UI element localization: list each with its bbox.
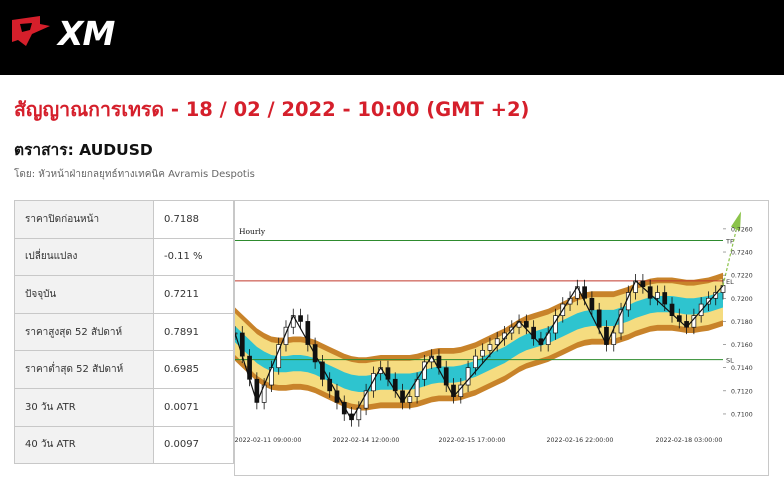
candle-body (618, 309, 624, 334)
stat-label: ราคาปิดก่อนหน้า (14, 200, 154, 239)
page-title: สัญญาณการเทรด - 18 / 02 / 2022 - 10:00 (… (14, 98, 530, 121)
candle-body (480, 349, 485, 357)
stat-label: 40 วัน ATR (14, 425, 154, 465)
candle-body (436, 355, 442, 369)
candle-body (582, 286, 587, 299)
x-tick-label: 2022-02-11 09:00:00 (235, 437, 301, 444)
stat-value: 0.0071 (153, 387, 234, 427)
stat-value: 0.7211 (153, 275, 234, 314)
y-tick-label: 0.7140 (731, 365, 753, 372)
candle-body (487, 344, 493, 351)
candle-body (305, 321, 311, 345)
stat-value: 0.0097 (153, 425, 234, 465)
y-tick-label: 0.7160 (731, 342, 753, 349)
candle-body (473, 355, 478, 369)
stat-label: เปลี่ยนแปลง (14, 237, 154, 277)
y-tick-label: 0.7200 (731, 296, 753, 303)
stats-row: ปัจจุบัน 0.7211 (14, 275, 234, 314)
stat-value: 0.7891 (153, 312, 234, 352)
zigzag-line (235, 279, 724, 421)
stats-row: เปลี่ยนแปลง -0.11 % (14, 237, 234, 277)
candle-body (298, 315, 303, 322)
stats-row: ราคาปิดก่อนหน้า 0.7188 (14, 200, 234, 239)
stat-label: ราคาต่ำสุด 52 สัปดาห์ (14, 350, 154, 389)
stats-row: 40 วัน ATR 0.0097 (14, 425, 234, 465)
logo-text: XM (58, 14, 115, 53)
level-label-tp: TP (725, 237, 734, 245)
x-tick-label: 2022-02-15 17:00:00 (439, 437, 506, 444)
header: XM (0, 0, 784, 75)
xm-logo[interactable]: XM (10, 12, 130, 53)
stat-label: ราคาสูงสุด 52 สัปดาห์ (14, 312, 154, 352)
price-chart: TP EL SL Hourly 0.7260 0.7240 0.7220 0.7200 0.71… (234, 200, 769, 476)
x-tick-label: 2022-02-14 12:00:00 (333, 437, 400, 444)
candle-body (283, 326, 289, 345)
candle-body (596, 309, 602, 328)
candle-body (371, 373, 376, 392)
candle-body (531, 326, 536, 340)
candle-body (669, 303, 675, 316)
x-tick-label: 2022-02-18 03:00:00 (656, 437, 723, 444)
instrument-label: ตราสาร: AUDUSD (14, 141, 153, 159)
chart-title: Hourly (239, 227, 266, 236)
candle-body (662, 292, 668, 305)
projection-arrow-icon (731, 211, 741, 232)
stats-table: ราคาปิดก่อนหน้า 0.7188 เปลี่ยนแปลง -0.11 % ป… (14, 200, 234, 465)
candle-body (611, 332, 617, 345)
chart-svg: TP EL SL Hourly 0.7260 0.7240 0.7220 0.7200 0.71… (235, 211, 753, 444)
author-line: โดย: หัวหน้าฝ่ายกลยุทธ์ทางเทคนิค Avramis… (14, 169, 255, 180)
candle-body (465, 367, 471, 386)
xm-logo-mark-icon (12, 16, 50, 46)
level-label-sl: SL (726, 357, 734, 365)
y-tick-label: 0.7180 (731, 319, 753, 326)
y-tick-label: 0.7100 (731, 411, 753, 418)
candle-body (356, 407, 362, 421)
stat-label: ปัจจุบัน (14, 275, 154, 314)
candle-body (312, 344, 318, 363)
candle-body (706, 297, 711, 305)
y-tick-label: 0.7120 (731, 388, 753, 395)
stat-value: 0.6985 (153, 350, 234, 389)
x-tick-label: 2022-02-16 22:00:00 (547, 437, 614, 444)
level-label-el: EL (726, 278, 734, 286)
y-tick-label: 0.7240 (731, 250, 753, 257)
stats-row: ราคาต่ำสุด 52 สัปดาห์ 0.6985 (14, 350, 234, 389)
candle-body (341, 402, 347, 415)
candle-body (407, 396, 413, 403)
y-tick-label: 0.7220 (731, 273, 753, 280)
candle-body (655, 292, 660, 299)
candle-body (494, 338, 500, 345)
stats-row: ราคาสูงสุด 52 สัปดาห์ 0.7891 (14, 312, 234, 352)
candle-body (235, 332, 238, 335)
stats-row: 30 วัน ATR 0.0071 (14, 387, 234, 427)
candle-body (443, 367, 449, 386)
candle-body (363, 390, 369, 409)
stat-label: 30 วัน ATR (14, 387, 154, 427)
projection-line (722, 226, 738, 286)
stat-value: -0.11 % (153, 237, 234, 277)
y-tick-label: 0.7260 (731, 226, 753, 233)
candle-body (589, 297, 595, 311)
stat-value: 0.7188 (153, 200, 234, 239)
candle-body (523, 321, 529, 328)
